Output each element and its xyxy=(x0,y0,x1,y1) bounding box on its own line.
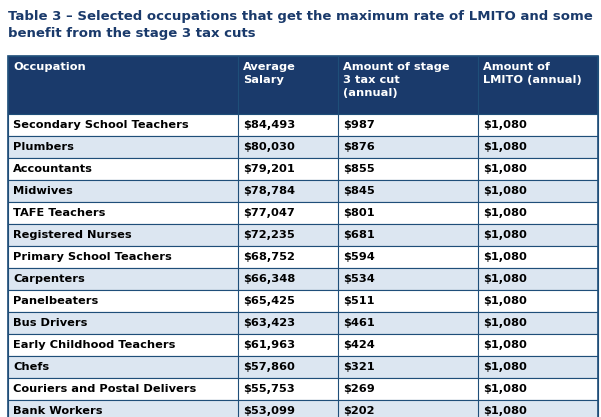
Bar xyxy=(8,246,598,268)
Text: $1,080: $1,080 xyxy=(483,252,527,262)
Text: $534: $534 xyxy=(343,274,375,284)
Text: $987: $987 xyxy=(343,120,375,130)
Text: Registered Nurses: Registered Nurses xyxy=(13,230,132,240)
Text: Amount of stage
3 tax cut
(annual): Amount of stage 3 tax cut (annual) xyxy=(343,62,450,98)
Bar xyxy=(8,180,598,202)
Bar xyxy=(8,268,598,290)
Text: $78,784: $78,784 xyxy=(243,186,295,196)
Text: $1,080: $1,080 xyxy=(483,142,527,152)
Bar xyxy=(8,356,598,378)
Text: $1,080: $1,080 xyxy=(483,340,527,350)
Text: $511: $511 xyxy=(343,296,374,306)
Text: $1,080: $1,080 xyxy=(483,230,527,240)
Text: $1,080: $1,080 xyxy=(483,384,527,394)
Text: $594: $594 xyxy=(343,252,375,262)
Text: $63,423: $63,423 xyxy=(243,318,295,328)
Text: $1,080: $1,080 xyxy=(483,208,527,218)
Text: $424: $424 xyxy=(343,340,375,350)
Text: Carpenters: Carpenters xyxy=(13,274,85,284)
Text: $681: $681 xyxy=(343,230,375,240)
Bar xyxy=(8,400,598,417)
Text: $1,080: $1,080 xyxy=(483,362,527,372)
Bar xyxy=(8,224,598,246)
Bar xyxy=(8,136,598,158)
Text: $1,080: $1,080 xyxy=(483,318,527,328)
Text: Early Childhood Teachers: Early Childhood Teachers xyxy=(13,340,175,350)
Text: $876: $876 xyxy=(343,142,375,152)
Text: $801: $801 xyxy=(343,208,374,218)
Text: Occupation: Occupation xyxy=(13,62,86,72)
Text: $72,235: $72,235 xyxy=(243,230,294,240)
Text: $65,425: $65,425 xyxy=(243,296,295,306)
Bar xyxy=(8,56,598,417)
Text: $61,963: $61,963 xyxy=(243,340,295,350)
Text: $1,080: $1,080 xyxy=(483,120,527,130)
Bar xyxy=(8,202,598,224)
Bar xyxy=(8,312,598,334)
Text: Secondary School Teachers: Secondary School Teachers xyxy=(13,120,189,130)
Text: $202: $202 xyxy=(343,406,374,416)
Text: Amount of
LMITO (annual): Amount of LMITO (annual) xyxy=(483,62,582,85)
Text: Table 3 – Selected occupations that get the maximum rate of LMITO and some: Table 3 – Selected occupations that get … xyxy=(8,10,593,23)
Text: Panelbeaters: Panelbeaters xyxy=(13,296,98,306)
Text: $321: $321 xyxy=(343,362,374,372)
Text: $80,030: $80,030 xyxy=(243,142,295,152)
Text: $68,752: $68,752 xyxy=(243,252,295,262)
Bar xyxy=(8,158,598,180)
Text: $79,201: $79,201 xyxy=(243,164,294,174)
Text: Average
Salary: Average Salary xyxy=(243,62,296,85)
Bar xyxy=(8,334,598,356)
Text: Plumbers: Plumbers xyxy=(13,142,74,152)
Text: $66,348: $66,348 xyxy=(243,274,295,284)
Text: $53,099: $53,099 xyxy=(243,406,295,416)
Text: $1,080: $1,080 xyxy=(483,164,527,174)
Text: TAFE Teachers: TAFE Teachers xyxy=(13,208,105,218)
Bar xyxy=(8,114,598,136)
Text: Bus Drivers: Bus Drivers xyxy=(13,318,87,328)
Text: $57,860: $57,860 xyxy=(243,362,295,372)
Text: $55,753: $55,753 xyxy=(243,384,294,394)
Text: $77,047: $77,047 xyxy=(243,208,294,218)
Text: $269: $269 xyxy=(343,384,375,394)
Text: $461: $461 xyxy=(343,318,375,328)
Text: $855: $855 xyxy=(343,164,374,174)
Text: $1,080: $1,080 xyxy=(483,274,527,284)
Text: $84,493: $84,493 xyxy=(243,120,295,130)
Text: $1,080: $1,080 xyxy=(483,296,527,306)
Text: $1,080: $1,080 xyxy=(483,186,527,196)
Text: $845: $845 xyxy=(343,186,375,196)
Text: Bank Workers: Bank Workers xyxy=(13,406,103,416)
Bar xyxy=(8,56,598,114)
Text: Couriers and Postal Delivers: Couriers and Postal Delivers xyxy=(13,384,197,394)
Text: $1,080: $1,080 xyxy=(483,406,527,416)
Text: Chefs: Chefs xyxy=(13,362,49,372)
Text: benefit from the stage 3 tax cuts: benefit from the stage 3 tax cuts xyxy=(8,27,255,40)
Text: Midwives: Midwives xyxy=(13,186,73,196)
Bar xyxy=(8,290,598,312)
Text: Accountants: Accountants xyxy=(13,164,93,174)
Bar xyxy=(8,378,598,400)
Text: Primary School Teachers: Primary School Teachers xyxy=(13,252,172,262)
